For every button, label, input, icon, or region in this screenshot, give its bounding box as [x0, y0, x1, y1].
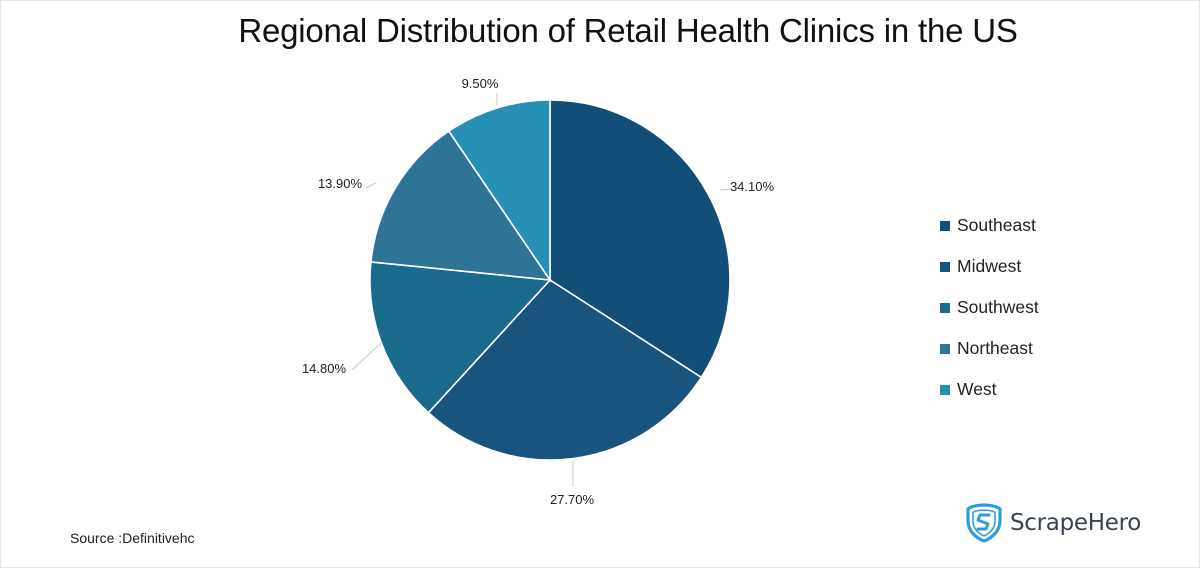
legend-swatch-icon — [940, 343, 950, 354]
shield-s-logo-icon — [966, 503, 1002, 543]
legend-item-southwest: Southwest — [940, 287, 1039, 328]
pie-slice-midwest — [427, 278, 703, 461]
leader-line — [719, 188, 733, 191]
legend-label: Southwest — [957, 297, 1039, 317]
legend-item-midwest: Midwest — [940, 246, 1039, 287]
legend-item-southeast: Southeast — [940, 205, 1039, 246]
source-note: Source :Definitivehc — [70, 530, 195, 546]
data-label-northeast: 13.90% — [318, 176, 363, 191]
chart-title: Regional Distribution of Retail Health C… — [238, 12, 1018, 49]
leader-line — [351, 342, 382, 371]
legend-item-west: West — [940, 369, 1039, 410]
legend-swatch-icon — [940, 261, 950, 272]
data-label-midwest: 27.70% — [550, 492, 595, 507]
label-leader-lines — [351, 93, 733, 487]
legend: Southeast Midwest Southwest Northeast We… — [940, 205, 1039, 410]
pie-slice-northeast — [370, 130, 552, 281]
legend-item-northeast: Northeast — [940, 328, 1039, 369]
legend-label: West — [957, 379, 997, 399]
brand-logo: ScrapeHero — [966, 503, 1141, 543]
data-label-southeast: 34.10% — [730, 179, 775, 194]
legend-swatch-icon — [940, 384, 950, 395]
data-labels: 34.10% 27.70% 14.80% 13.90% 9.50% — [302, 76, 775, 507]
legend-label: Northeast — [957, 338, 1033, 358]
pie-slices — [369, 99, 731, 461]
brand-name: ScrapeHero — [1010, 510, 1142, 536]
data-label-west: 9.50% — [462, 76, 499, 91]
leader-line — [365, 182, 377, 189]
pie-slice-west — [447, 99, 551, 283]
legend-label: Midwest — [957, 256, 1022, 276]
data-label-southwest: 14.80% — [302, 361, 347, 376]
legend-swatch-icon — [940, 220, 950, 231]
legend-swatch-icon — [940, 302, 950, 313]
legend-label: Southeast — [957, 215, 1036, 235]
pie-slice-southwest — [369, 261, 552, 414]
